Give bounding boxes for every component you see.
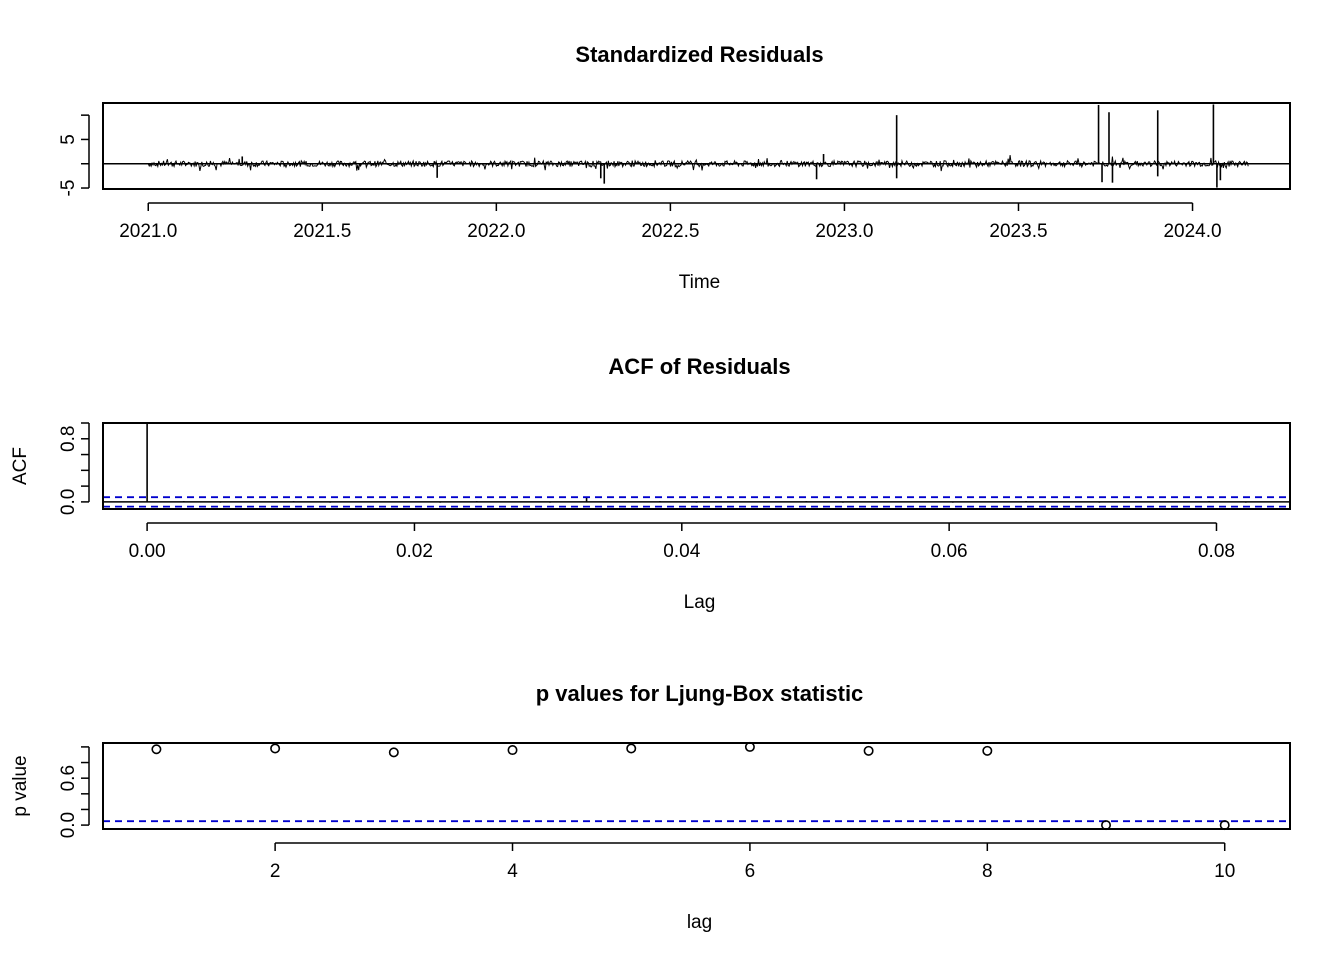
x-tick-label: 10 xyxy=(1214,861,1235,882)
p-value-point xyxy=(151,744,162,755)
x-tick-label: 2023.5 xyxy=(989,221,1047,242)
y-tick-label: 0.0 xyxy=(58,489,79,515)
x-tick-label: 0.06 xyxy=(931,541,968,562)
p-value-point xyxy=(626,743,637,754)
x-tick-label: 0.02 xyxy=(396,541,433,562)
y-tick-label: 0.6 xyxy=(58,765,79,791)
x-tick-label: 2022.0 xyxy=(467,221,525,242)
x-tick-label: 0.04 xyxy=(663,541,700,562)
x-tick-label: 2024.0 xyxy=(1163,221,1221,242)
x-tick-label: 2021.5 xyxy=(293,221,351,242)
acf-panel: ACF of Residuals Lag ACF 0.00 0.02 0.04 0.06 0.… xyxy=(10,354,1291,613)
x-axis-label: Time xyxy=(679,272,721,293)
x-axis-label: lag xyxy=(687,912,712,933)
x-tick-label: 2 xyxy=(270,861,281,882)
p-value-point xyxy=(982,745,993,756)
p-value-point xyxy=(270,743,281,754)
x-tick-label: 6 xyxy=(745,861,756,882)
y-tick-label: 0.8 xyxy=(58,426,79,452)
plot-frame xyxy=(102,102,1291,190)
p-value-point xyxy=(863,745,874,756)
x-tick-label: 0.00 xyxy=(129,541,166,562)
x-tick-label: 0.08 xyxy=(1198,541,1235,562)
y-tick-label: -5 xyxy=(58,180,79,197)
standardized-residuals-panel: Standardized Residuals Time 2021.0 2021.5 20… xyxy=(58,42,1291,293)
x-tick-label: 8 xyxy=(982,861,993,882)
x-axis-label: Lag xyxy=(684,592,716,613)
p-value-point xyxy=(388,747,399,758)
plot-frame xyxy=(102,422,1291,510)
chart-title: ACF of Residuals xyxy=(608,354,790,379)
y-axis-label: ACF xyxy=(10,447,31,485)
plot-frame xyxy=(102,742,1291,830)
x-tick-label: 2022.5 xyxy=(641,221,699,242)
y-tick-label: 0.0 xyxy=(58,812,79,838)
x-tick-label: 2021.0 xyxy=(119,221,177,242)
y-axis-label: p value xyxy=(10,755,31,816)
chart-title: Standardized Residuals xyxy=(575,42,823,67)
p-value-point xyxy=(507,745,518,756)
x-tick-label: 4 xyxy=(507,861,518,882)
chart-title: p values for Ljung-Box statistic xyxy=(536,681,864,706)
ljung-box-panel: p values for Ljung-Box statistic lag p val… xyxy=(10,681,1291,933)
x-tick-label: 2023.0 xyxy=(815,221,873,242)
y-tick-label: 5 xyxy=(58,134,79,145)
